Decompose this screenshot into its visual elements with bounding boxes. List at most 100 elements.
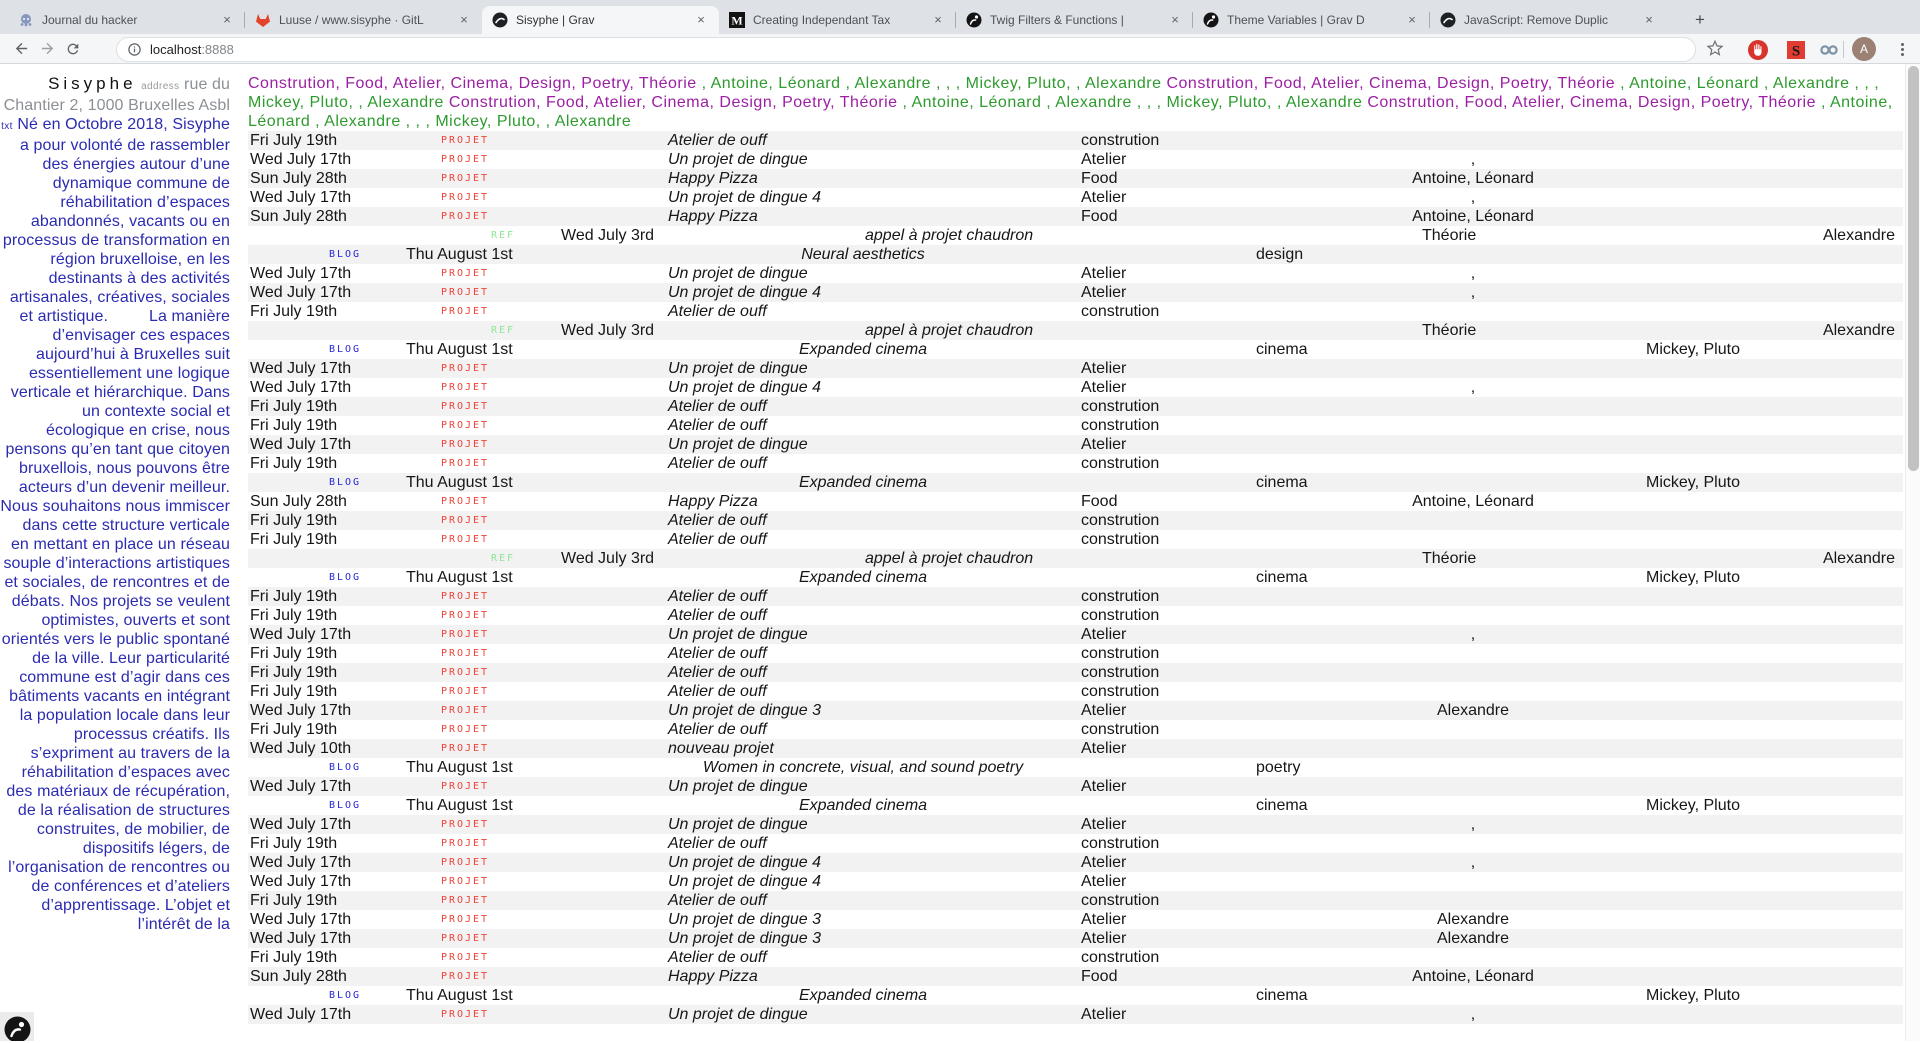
scrollbar-thumb[interactable] [1908,66,1919,471]
entry-category[interactable]: Atelier [1081,854,1127,871]
entry-category[interactable]: Théorie [1422,227,1477,244]
entry-category[interactable]: poetry [1256,759,1301,776]
author-links[interactable]: , Antoine, Léonard , Alexandre , , , Mic… [248,94,1893,130]
entry-category[interactable]: design [1256,246,1304,263]
entry-title[interactable]: Un projet de dingue [668,1006,808,1023]
back-button[interactable] [8,36,34,62]
entry-title[interactable]: Happy Pizza [668,493,758,510]
entry-title[interactable]: Atelier de ouff [668,455,767,472]
entry-title[interactable]: Atelier de ouff [668,892,767,909]
entry-title[interactable]: Happy Pizza [668,170,758,187]
entry-title[interactable]: appel à projet chaudron [865,322,1034,339]
entry-title[interactable]: Un projet de dingue [668,626,808,643]
entry-title[interactable]: appel à projet chaudron [865,227,1034,244]
browser-tab-6[interactable]: Theme Variables | Grav D × [1193,6,1430,34]
entry-title[interactable]: Atelier de ouff [668,303,767,320]
tab-close-icon[interactable]: × [1171,12,1179,27]
entry-title[interactable]: Expanded cinema [798,797,928,814]
stylus-extension-icon[interactable]: S [1785,39,1807,61]
browser-tab-1[interactable]: Journal du hacker × [8,6,245,34]
browser-tab-4[interactable]: M Creating Independant Tax × [719,6,956,34]
entry-title[interactable]: Un projet de dingue 3 [668,702,821,719]
entry-category[interactable]: constrution [1081,455,1160,472]
entry-category[interactable]: constrution [1081,132,1160,149]
browser-tab-7[interactable]: JavaScript: Remove Duplic × [1430,6,1667,34]
entry-title[interactable]: Happy Pizza [668,968,758,985]
entry-title[interactable]: Un projet de dingue 4 [668,189,821,206]
browser-tab-5[interactable]: Twig Filters & Functions | × [956,6,1193,34]
tab-close-icon[interactable]: × [1408,12,1416,27]
author-links[interactable]: , Antoine, Léonard , Alexandre , , , Mic… [701,75,1167,92]
adblock-hand-extension-icon[interactable] [1747,39,1769,61]
entry-category[interactable]: Atelier [1081,778,1127,795]
entry-category[interactable]: Food [1081,208,1118,225]
entry-category[interactable]: Atelier [1081,873,1127,890]
reload-button[interactable] [60,36,86,62]
entry-title[interactable]: Un projet de dingue 4 [668,854,821,871]
entry-category[interactable]: Food [1081,493,1118,510]
entry-category[interactable]: constrution [1081,398,1160,415]
taxonomy-links[interactable]: Constrution, Food, Atelier, Cinema, Desi… [1166,75,1621,92]
entry-category[interactable]: Théorie [1422,322,1477,339]
entry-category[interactable]: Atelier [1081,379,1127,396]
entry-category[interactable]: Atelier [1081,816,1127,833]
entry-category[interactable]: constrution [1081,303,1160,320]
tab-close-icon[interactable]: × [460,12,468,27]
browser-tab-3[interactable]: Sisyphe | Grav × [482,6,719,34]
entry-category[interactable]: Atelier [1081,284,1127,301]
forward-button[interactable] [34,36,60,62]
browser-menu-button[interactable] [1893,37,1911,61]
entry-title[interactable]: Atelier de ouff [668,531,767,548]
entry-category[interactable]: Atelier [1081,151,1127,168]
profile-avatar[interactable]: A [1852,37,1876,61]
taxonomy-links[interactable]: Constrution, Food, Atelier, Cinema, Desi… [248,75,702,92]
entry-category[interactable]: cinema [1256,474,1308,491]
entry-title[interactable]: Atelier de ouff [668,664,767,681]
entry-category[interactable]: cinema [1256,797,1308,814]
entry-title[interactable]: Atelier de ouff [668,607,767,624]
taxonomy-links[interactable]: Constrution, Food, Atelier, Cinema, Desi… [1367,94,1821,111]
entry-title[interactable]: Un projet de dingue [668,778,808,795]
tab-close-icon[interactable]: × [223,12,231,27]
entry-category[interactable]: constrution [1081,512,1160,529]
entry-category[interactable]: Atelier [1081,911,1127,928]
entry-title[interactable]: appel à projet chaudron [865,550,1034,567]
entry-title[interactable]: Atelier de ouff [668,512,767,529]
entry-title[interactable]: Un projet de dingue 3 [668,930,821,947]
page-info-icon[interactable] [127,42,142,57]
entry-title[interactable]: Expanded cinema [798,569,928,586]
entry-category[interactable]: constrution [1081,531,1160,548]
entry-category[interactable]: Atelier [1081,930,1127,947]
entry-category[interactable]: constrution [1081,721,1160,738]
entry-category[interactable]: constrution [1081,664,1160,681]
entry-category[interactable]: constrution [1081,588,1160,605]
entry-title[interactable]: Atelier de ouff [668,588,767,605]
entry-category[interactable]: constrution [1081,892,1160,909]
new-tab-button[interactable]: + [1695,10,1705,29]
entry-title[interactable]: Expanded cinema [798,341,928,358]
entry-category[interactable]: Théorie [1422,550,1477,567]
tab-close-icon[interactable]: × [934,12,942,27]
entry-title[interactable]: Atelier de ouff [668,683,767,700]
entry-title[interactable]: Atelier de ouff [668,721,767,738]
entry-title[interactable]: Atelier de ouff [668,417,767,434]
tab-close-icon[interactable]: × [697,12,705,27]
entry-category[interactable]: constrution [1081,835,1160,852]
entry-category[interactable]: constrution [1081,683,1160,700]
infinity-extension-icon[interactable] [1818,39,1840,61]
entry-category[interactable]: cinema [1256,987,1308,1004]
entry-category[interactable]: cinema [1256,569,1308,586]
page-scrollbar[interactable] [1905,64,1920,1041]
entry-title[interactable]: Un projet de dingue [668,265,808,282]
entry-title[interactable]: Women in concrete, visual, and sound poe… [702,759,1024,776]
entry-category[interactable]: Atelier [1081,626,1127,643]
taxonomy-links[interactable]: Constrution, Food, Atelier, Cinema, Desi… [448,94,903,111]
entry-title[interactable]: Un projet de dingue [668,151,808,168]
entry-category[interactable]: constrution [1081,949,1160,966]
entry-title[interactable]: Atelier de ouff [668,398,767,415]
entry-title[interactable]: Atelier de ouff [668,949,767,966]
entry-title[interactable]: Un projet de dingue 4 [668,379,821,396]
entry-category[interactable]: Atelier [1081,1006,1127,1023]
entry-category[interactable]: constrution [1081,645,1160,662]
tab-close-icon[interactable]: × [1645,12,1653,27]
